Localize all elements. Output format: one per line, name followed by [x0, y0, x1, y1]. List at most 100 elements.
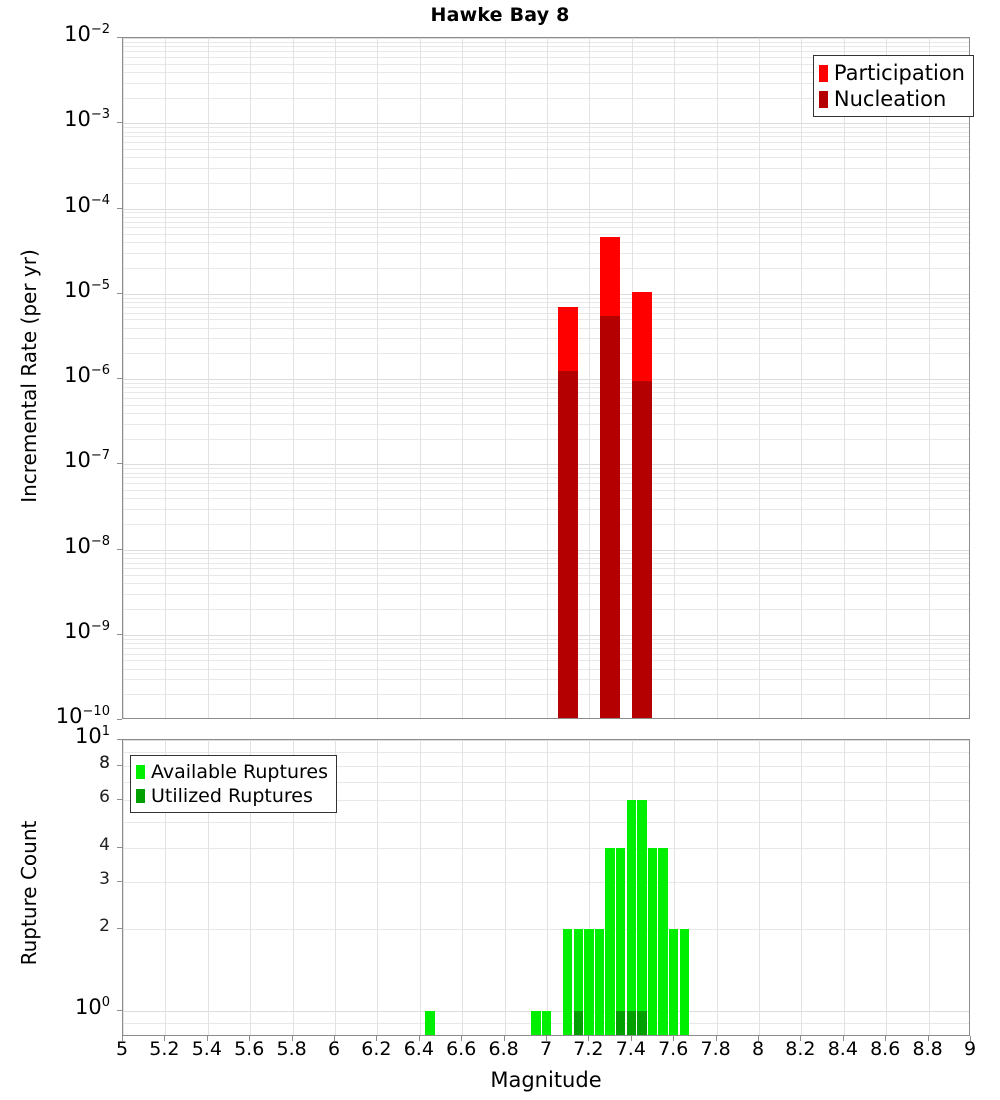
x-tick-label: 8.4	[827, 1038, 858, 1060]
x-tick-label: 6.6	[446, 1038, 477, 1060]
gridline	[123, 669, 969, 670]
bottom-panel-y-axis-label: Rupture Count	[17, 820, 41, 966]
y-tick-label: 8	[99, 753, 110, 774]
bar-available-ruptures	[584, 929, 594, 1035]
gridline	[123, 609, 969, 610]
gridline	[123, 57, 969, 58]
gridline-vertical	[844, 38, 845, 718]
gridline	[123, 558, 969, 559]
bar-available-ruptures	[626, 800, 637, 1035]
y-tick-label: 10−10	[55, 704, 110, 728]
x-tick-label: 5.2	[149, 1038, 180, 1060]
x-tick-label: 5	[115, 1038, 129, 1060]
x-tick-mark	[715, 1036, 717, 1041]
y-tick-label: 10−2	[64, 22, 110, 46]
gridline	[123, 64, 969, 65]
gridline-vertical	[462, 740, 463, 1035]
gridline	[123, 307, 969, 308]
x-tick-mark	[291, 1036, 293, 1041]
y-tick-mark	[117, 122, 122, 124]
x-tick-mark	[249, 1036, 251, 1041]
gridline-vertical	[250, 38, 251, 718]
x-tick-mark	[376, 1036, 378, 1041]
x-tick-label: 8.6	[870, 1038, 901, 1060]
legend-entry: Participation	[818, 60, 965, 86]
x-tick-mark	[630, 1036, 632, 1041]
gridline	[123, 752, 969, 753]
gridline	[123, 392, 969, 393]
gridline-vertical	[335, 38, 336, 718]
bar-utilized-ruptures	[573, 1010, 584, 1035]
gridline	[123, 313, 969, 314]
y-tick-mark	[117, 548, 122, 550]
x-tick-mark	[970, 1036, 971, 1041]
y-tick-label: 10−3	[64, 107, 110, 132]
gridline-vertical	[293, 38, 294, 718]
gridline	[123, 222, 969, 223]
x-tick-mark	[546, 1036, 547, 1041]
gridline	[123, 594, 969, 595]
gridline-vertical	[165, 38, 166, 718]
legend-swatch-icon	[136, 765, 145, 779]
top-panel-legend: Participation Nucleation	[812, 55, 974, 117]
x-tick-mark	[673, 1036, 675, 1041]
gridline	[123, 42, 969, 43]
gridline	[123, 98, 969, 99]
gridline	[123, 464, 969, 465]
x-tick-mark	[461, 1036, 463, 1041]
gridline-vertical	[674, 38, 675, 718]
gridline	[123, 483, 969, 484]
top-panel-plot-area	[122, 37, 970, 719]
gridline-vertical	[505, 740, 506, 1035]
gridline	[123, 127, 969, 128]
gridline	[123, 468, 969, 469]
y-tick-mark	[117, 719, 122, 720]
gridline-vertical	[674, 740, 675, 1035]
gridline	[123, 353, 969, 354]
x-tick-label: 6.8	[488, 1038, 519, 1060]
gridline	[123, 660, 969, 661]
gridline	[123, 132, 969, 133]
gridline	[123, 424, 969, 425]
x-tick-label: 5.6	[234, 1038, 265, 1060]
gridline	[123, 72, 969, 73]
gridline-vertical	[335, 740, 336, 1035]
x-tick-mark	[122, 1036, 123, 1041]
x-tick-mark	[503, 1036, 505, 1041]
gridline-vertical	[717, 38, 718, 718]
gridline	[123, 648, 969, 649]
gridline	[123, 575, 969, 576]
bar-available-ruptures	[594, 929, 605, 1035]
gridline-vertical	[208, 38, 209, 718]
gridline	[123, 929, 969, 930]
gridline	[123, 51, 969, 52]
y-tick-mark	[117, 463, 122, 465]
gridline	[123, 654, 969, 655]
gridline-vertical	[929, 38, 930, 718]
x-tick-label: 5.4	[191, 1038, 222, 1060]
x-tick-label: 7.6	[658, 1038, 689, 1060]
bar-available-ruptures	[668, 929, 679, 1035]
gridline-vertical	[123, 740, 124, 1035]
gridline	[123, 209, 969, 210]
gridline	[123, 679, 969, 680]
y-tick-label: 10−5	[64, 277, 110, 302]
gridline	[123, 302, 969, 303]
bar-nucleation	[557, 370, 578, 718]
bar-available-ruptures	[541, 1010, 552, 1035]
y-tick-label: 10−4	[64, 192, 110, 217]
y-tick-label: 10−7	[64, 448, 110, 473]
x-tick-label: 7.2	[573, 1038, 604, 1060]
gridline-vertical	[929, 740, 930, 1035]
gridline	[123, 83, 969, 84]
y-tick-mark	[117, 765, 122, 767]
gridline	[123, 563, 969, 564]
bar-available-ruptures	[573, 929, 584, 1035]
bar-utilized-ruptures	[615, 1010, 626, 1035]
x-tick-label: 8.2	[785, 1038, 816, 1060]
gridline-vertical	[208, 740, 209, 1035]
gridline-vertical	[377, 38, 378, 718]
gridline	[123, 635, 969, 636]
y-tick-mark	[117, 799, 122, 801]
legend-entry: Available Ruptures	[136, 760, 328, 784]
